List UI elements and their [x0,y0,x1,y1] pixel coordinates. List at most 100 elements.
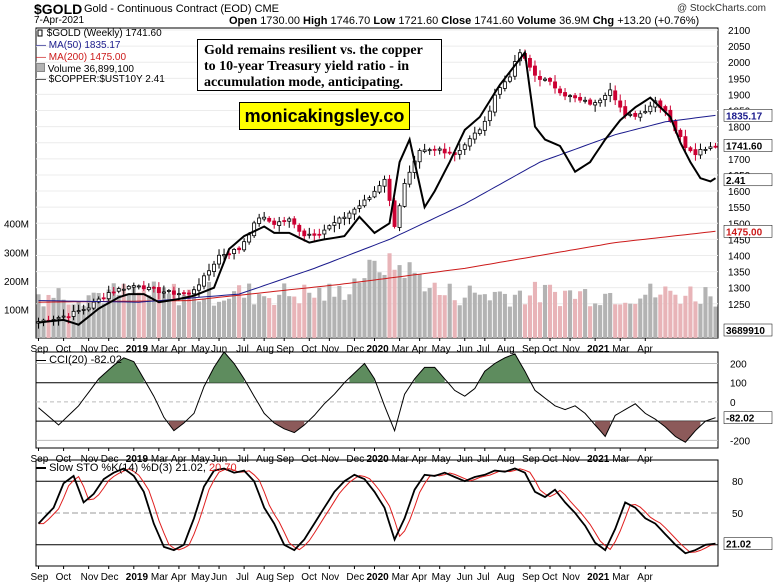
volume-bar [502,293,507,338]
volume-bar [522,304,527,338]
price-tick-label: 1900 [728,90,751,101]
candle-body [548,77,552,82]
volume-bar [648,283,653,338]
x-tick-label: Jun [211,344,227,355]
price-tick-label: 1950 [728,74,751,85]
volume-bar [598,305,603,338]
volume-bar [96,292,101,338]
x-tick-label: Jun [211,454,227,465]
candle-body [332,222,337,226]
x-tick-label: Nov [81,344,99,355]
x-tick-label: Nov [321,344,339,355]
volume-bar [101,303,106,338]
volume-bar [507,306,512,338]
candle-body [362,199,367,207]
legend-gold: $GOLD (Weekly) 1741.60 [36,28,162,39]
volume-bar [181,294,186,338]
volume-bar [201,298,207,338]
volume-bar [237,285,242,338]
cci-negative-fill [595,421,611,437]
candle-body [76,310,81,313]
cci-negative-fill [660,421,701,443]
candle-body [237,247,242,251]
x-tick-label: Jul [236,572,249,583]
price-tick-label: 2100 [728,26,751,37]
volume-bar [537,302,543,338]
volume-tick-label: 200M [4,277,29,288]
candle-body [563,92,568,97]
volume-bar [708,296,713,338]
high-value: 1746.70 [330,15,371,27]
volume-bar [517,290,522,338]
candle-body [171,290,176,295]
volume-bar [242,297,247,338]
volume-bar [227,298,232,338]
candle-body [242,241,247,251]
volume-tick-label: 400M [4,220,29,231]
candle-body [643,111,648,114]
candle-body [357,205,362,209]
candle-body [106,292,111,300]
volume-bar [357,282,362,338]
volume-bar [277,294,282,338]
volume-bar [668,290,673,338]
volume-bar [232,291,237,338]
volume-bar [206,281,212,338]
volume-bar [131,286,136,338]
volume-bar [186,289,192,338]
volume-bar [688,286,693,338]
candle-body [427,149,432,152]
x-tick-label: Jul [477,454,490,465]
volume-bar [347,294,352,338]
candle-body [487,110,492,122]
legend-gold-text: $GOLD (Weekly) 1741.60 [46,28,162,39]
sto-title: Slow STO %K(14) %D(3) 21.02, 20.70 [36,462,237,474]
volume-bar [492,291,497,338]
x-tick-label: Jul [236,454,249,465]
x-tick-label: Apr [637,344,653,355]
legend-ma200: — MA(200) 1475.00 [36,52,127,63]
x-tick-label: Nov [321,572,339,583]
candle-body [197,284,201,291]
x-tick-label: Sep [276,344,294,355]
price-tick-label: 1500 [728,219,751,230]
candle-body [146,286,151,290]
x-tick-label: Nov [321,454,339,465]
candle-body [678,129,683,137]
candle-body [282,220,287,222]
x-tick-label: Aug [256,344,274,355]
volume-bar [583,289,588,338]
x-tick-label: Aug [256,454,274,465]
x-tick-label: Dec [346,572,364,583]
volume-bar [683,295,688,338]
x-tick-label: Mar [392,572,410,583]
candle-body [638,113,643,118]
x-tick-label: Mar [151,344,169,355]
volume-value: 36.9M [559,15,590,27]
x-tick-label: Oct [301,344,317,355]
candle-body [593,102,598,106]
x-tick-label: Sep [31,572,49,583]
volume-bar [578,291,583,338]
volume-bar [527,295,533,338]
volume-bar [382,274,387,338]
candle-body [342,216,347,219]
volume-bar [417,274,422,338]
volume-bar [452,300,457,338]
close-value-label-box [723,139,773,152]
volume-bar [568,290,573,338]
candle-body [538,76,542,80]
x-tick-label: Dec [346,344,364,355]
candle-body [141,285,146,290]
volume-bar [462,297,467,338]
x-tick-label: Sep [31,344,49,355]
volume-bar [352,278,357,338]
volume-bar [442,295,447,338]
candle-body [578,96,583,101]
x-tick-label: May [432,454,451,465]
candle-body [372,190,377,198]
x-tick-label: Nov [81,454,99,465]
volume-bar [166,293,171,338]
sto-value-label: 21.02 [726,540,751,551]
